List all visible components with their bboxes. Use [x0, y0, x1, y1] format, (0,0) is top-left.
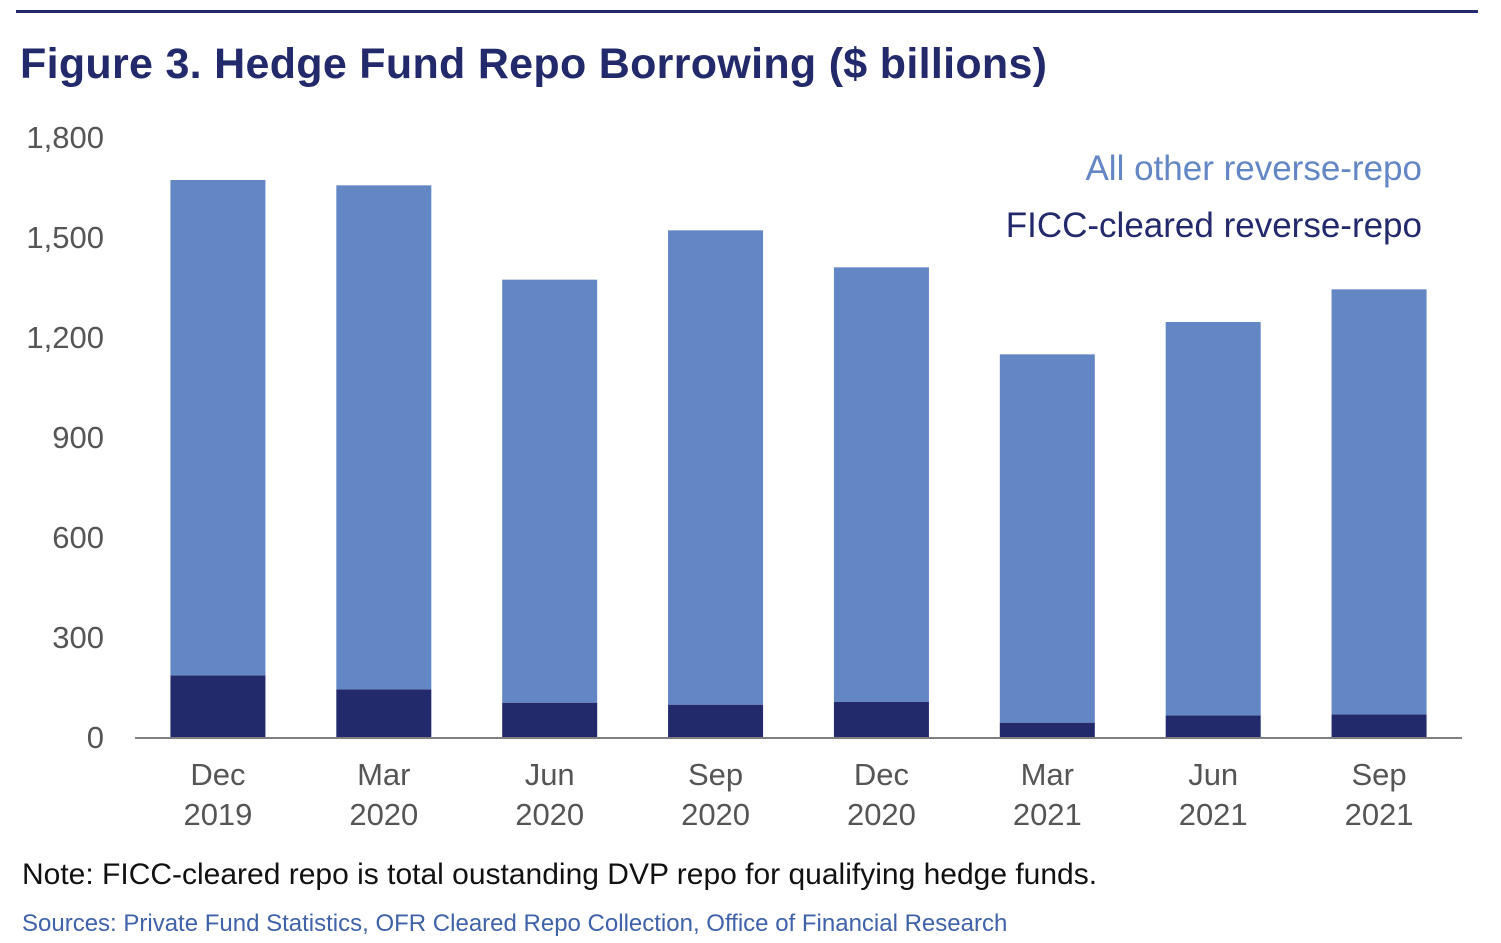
y-tick-label: 600 — [52, 520, 104, 555]
chart-title: Figure 3. Hedge Fund Repo Borrowing ($ b… — [20, 40, 1048, 88]
x-tick-label-month: Mar — [357, 757, 410, 792]
legend-entry: All other reverse-repo — [1085, 149, 1422, 188]
y-tick-label: 300 — [52, 620, 104, 655]
title-rule — [16, 10, 1478, 13]
x-tick-label-year: 2021 — [1013, 797, 1082, 832]
bar-ficc-cleared — [1165, 715, 1261, 737]
x-tick-label-month: Mar — [1021, 757, 1074, 792]
x-tick-label-year: 2020 — [847, 797, 916, 832]
bar-ficc-cleared — [833, 702, 929, 737]
bar-all-other — [502, 279, 598, 703]
x-tick-label-year: 2021 — [1345, 797, 1414, 832]
bar-ficc-cleared — [1331, 714, 1427, 737]
bar-all-other — [668, 230, 764, 705]
x-tick-label-year: 2019 — [183, 797, 252, 832]
x-tick-label-year: 2021 — [1179, 797, 1248, 832]
x-tick-label-year: 2020 — [681, 797, 750, 832]
bar-all-other — [999, 354, 1095, 723]
x-tick-label-month: Jun — [525, 757, 575, 792]
y-tick-label: 1,800 — [26, 120, 104, 155]
x-tick-label-year: 2020 — [349, 797, 418, 832]
x-tick-label-month: Sep — [688, 757, 743, 792]
y-tick-label: 1,500 — [26, 220, 104, 255]
bar-ficc-cleared — [668, 704, 764, 737]
bar-all-other — [170, 180, 266, 676]
x-tick-label-month: Dec — [190, 757, 245, 792]
legend-entry: FICC-cleared reverse-repo — [1006, 206, 1422, 245]
bar-ficc-cleared — [336, 689, 432, 737]
bar-ficc-cleared — [999, 722, 1095, 737]
bar-all-other — [336, 185, 432, 690]
chart-sources: Sources: Private Fund Statistics, OFR Cl… — [22, 910, 1008, 937]
bar-ficc-cleared — [502, 702, 598, 737]
bar-all-other — [833, 267, 929, 702]
y-tick-label: 900 — [52, 420, 104, 455]
bar-ficc-cleared — [170, 675, 266, 737]
y-tick-label: 0 — [87, 720, 104, 755]
bar-all-other — [1165, 322, 1261, 716]
bar-all-other — [1331, 289, 1427, 715]
x-tick-label-month: Sep — [1351, 757, 1406, 792]
y-tick-label: 1,200 — [26, 320, 104, 355]
x-tick-label-month: Jun — [1188, 757, 1238, 792]
x-tick-label-year: 2020 — [515, 797, 584, 832]
chart-note: Note: FICC-cleared repo is total oustand… — [22, 858, 1098, 891]
x-tick-label-month: Dec — [854, 757, 909, 792]
